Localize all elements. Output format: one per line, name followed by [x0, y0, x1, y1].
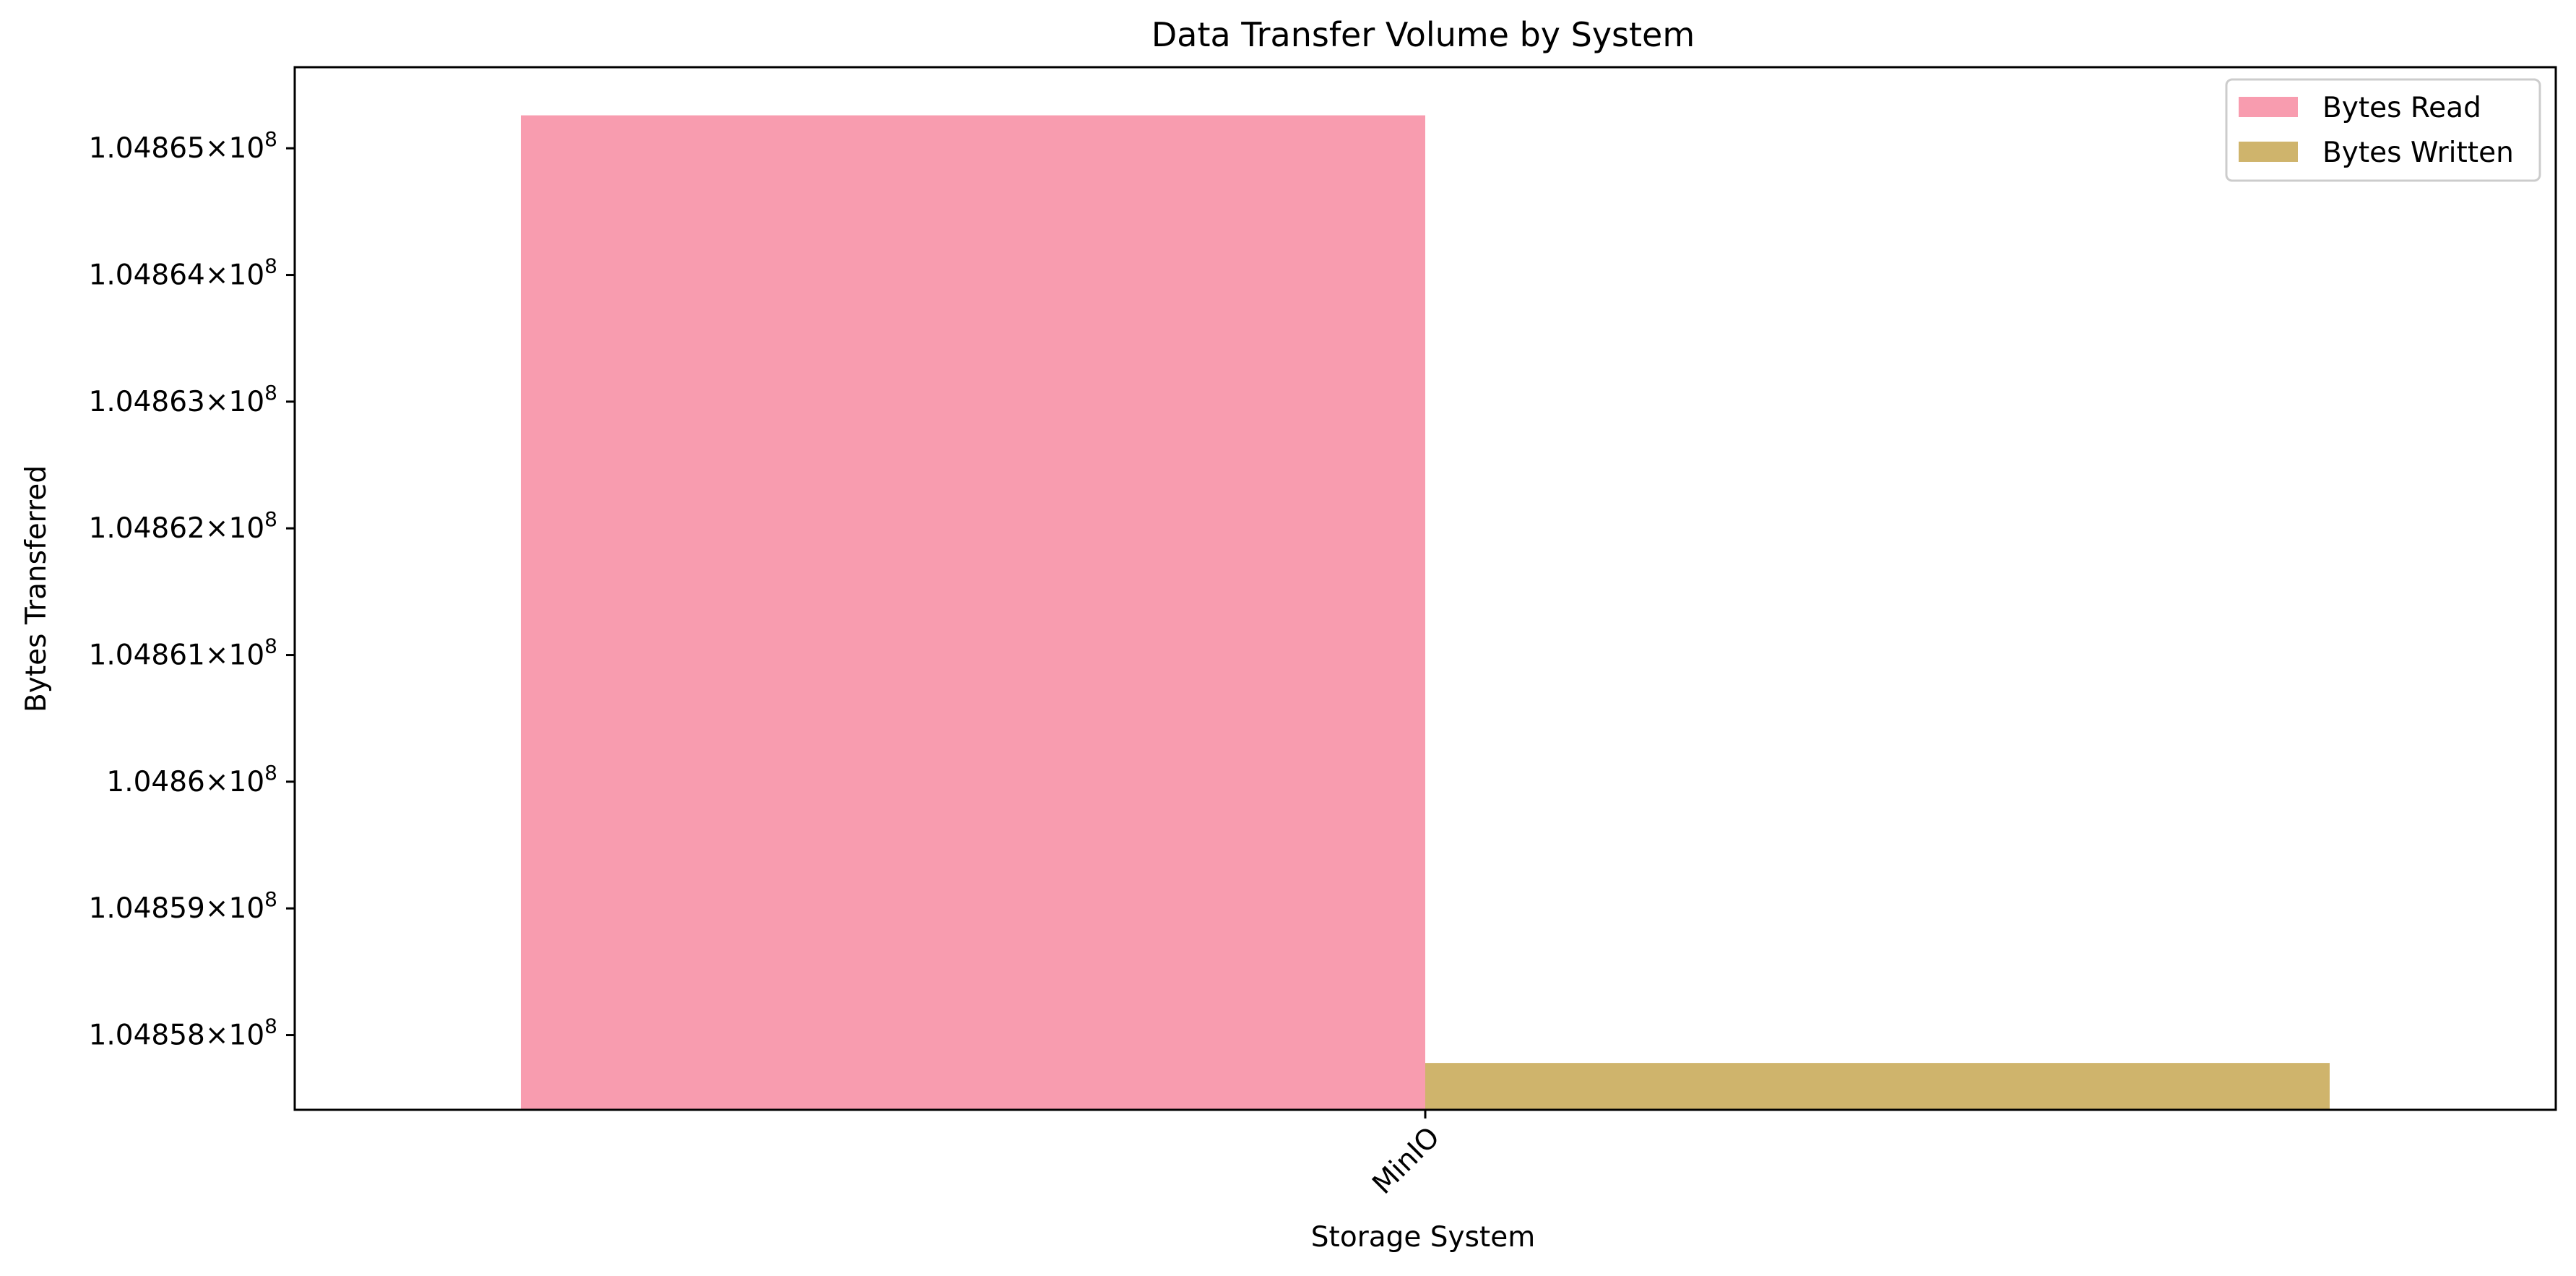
bar-bytes-read [521, 115, 1425, 1111]
legend-swatch-bytes-written [2239, 142, 2298, 162]
legend-label-bytes-read: Bytes Read [2322, 92, 2481, 124]
bar-bytes-written [1425, 1063, 2330, 1110]
y-axis: 1.04858×108 1.04859×108 1.0486×108 1.04861×… [89, 127, 295, 1052]
chart-title: Data Transfer Volume by System [1151, 15, 1695, 54]
y-tick-label: 1.04864×108 [89, 254, 277, 292]
legend-swatch-bytes-read [2239, 97, 2298, 117]
y-tick-label: 1.0486×108 [106, 761, 277, 798]
y-tick-label: 1.04861×108 [89, 634, 277, 672]
y-tick-label: 1.04865×108 [89, 127, 277, 165]
y-tick-label: 1.04863×108 [89, 381, 277, 418]
y-tick-label: 1.04862×108 [89, 507, 277, 545]
legend[interactable]: Bytes Read Bytes Written [2225, 78, 2541, 182]
legend-label-bytes-written: Bytes Written [2322, 137, 2514, 169]
legend-frame [2225, 78, 2541, 182]
y-tick-label: 1.04859×108 [89, 887, 277, 925]
x-axis-label: Storage System [1311, 1221, 1535, 1254]
y-axis-label: Bytes Transferred [20, 465, 53, 712]
y-tick-label: 1.04858×108 [89, 1014, 277, 1052]
plot-area [521, 115, 2330, 1111]
